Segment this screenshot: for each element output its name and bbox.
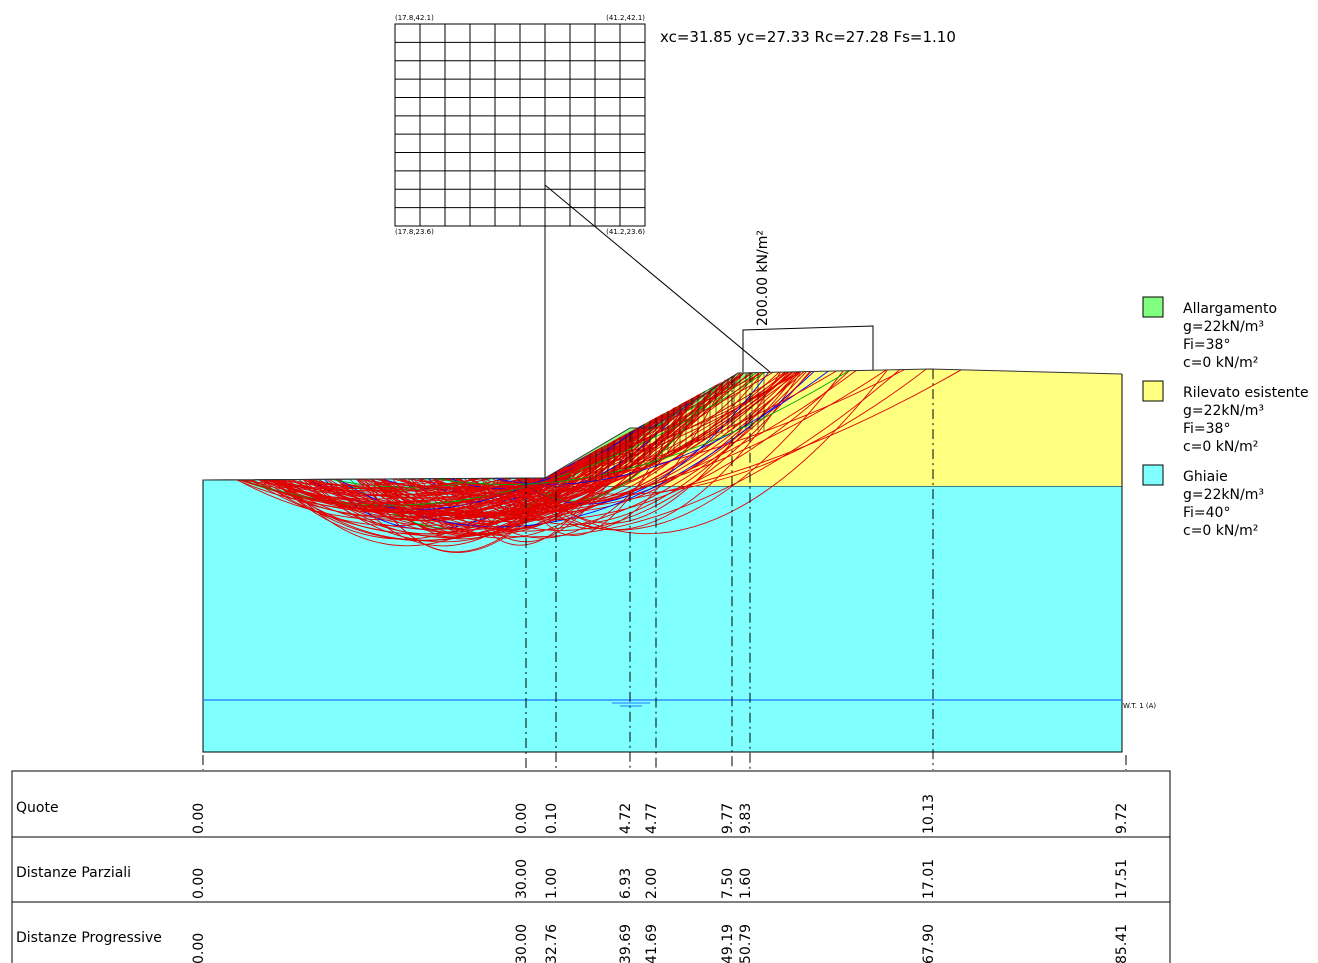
grid-label: (17.8,23.6) (395, 228, 434, 236)
legend-property: c=0 kN/m² (1183, 355, 1258, 371)
legend-name: Rilevato esistente (1183, 385, 1309, 401)
cell-value: 85.41 (1114, 924, 1130, 963)
row-label: Distanze Progressive (16, 930, 162, 946)
cell-value: 17.51 (1114, 859, 1130, 899)
cell-value: 7.50 (720, 868, 736, 899)
legend-property: Fi=40° (1183, 505, 1230, 521)
cell-value: 9.83 (738, 803, 754, 834)
legend-property: Fi=38° (1183, 337, 1230, 353)
cell-value: 10.13 (921, 794, 937, 834)
legend-swatch (1143, 465, 1163, 485)
cell-value: 0.00 (191, 868, 207, 899)
cell-value: 0.00 (191, 933, 207, 963)
legend-swatch (1143, 297, 1163, 317)
row-label: Quote (16, 800, 59, 816)
legend: Allargamento g=22kN/m³ Fi=38° c=0 kN/m² Rile… (1143, 297, 1309, 539)
load-box (743, 326, 873, 372)
grid-label: (41.2,42.1) (606, 14, 645, 22)
row-label: Distanze Parziali (16, 865, 131, 881)
cell-value: 32.76 (544, 924, 560, 963)
cell-value: 67.90 (921, 924, 937, 963)
legend-name: Ghiaie (1183, 469, 1228, 485)
center-grid (395, 24, 645, 226)
cell-value: 0.00 (514, 803, 530, 834)
cell-value: 0.00 (191, 803, 207, 834)
result-text: xc=31.85 yc=27.33 Rc=27.28 Fs=1.10 (660, 28, 956, 46)
cell-value: 0.10 (544, 803, 560, 834)
cell-value: 1.60 (738, 868, 754, 899)
cell-value: 39.69 (618, 924, 634, 963)
cell-value: 9.72 (1114, 803, 1130, 834)
cell-value: 4.77 (644, 803, 660, 834)
legend-property: Fi=38° (1183, 421, 1230, 437)
diagram: W.T. 1 (A) (17.8,42.1) (41.2,42.1) (17.8… (0, 0, 1318, 963)
cell-value: 4.72 (618, 803, 634, 834)
legend-property: c=0 kN/m² (1183, 523, 1258, 539)
grid-label: (41.2,23.6) (606, 228, 645, 236)
grid-label: (17.8,42.1) (395, 14, 434, 22)
cell-value: 41.69 (644, 924, 660, 963)
legend-name: Allargamento (1183, 301, 1277, 317)
cell-value: 17.01 (921, 859, 937, 899)
cell-value: 30.00 (514, 859, 530, 899)
legend-property: c=0 kN/m² (1183, 439, 1258, 455)
legend-swatch (1143, 381, 1163, 401)
cell-value: 30.00 (514, 924, 530, 963)
legend-property: g=22kN/m³ (1183, 487, 1264, 503)
cell-value: 9.77 (720, 803, 736, 834)
cell-value: 1.00 (544, 868, 560, 899)
cell-value: 2.00 (644, 868, 660, 899)
load-label: 200.00 kN/m² (755, 230, 771, 326)
cell-value: 50.79 (738, 924, 754, 963)
table-frame (12, 771, 1170, 963)
water-table-label: W.T. 1 (A) (1123, 702, 1156, 710)
legend-property: g=22kN/m³ (1183, 319, 1264, 335)
legend-property: g=22kN/m³ (1183, 403, 1264, 419)
cell-value: 6.93 (618, 868, 634, 899)
cell-value: 49.19 (720, 924, 736, 963)
